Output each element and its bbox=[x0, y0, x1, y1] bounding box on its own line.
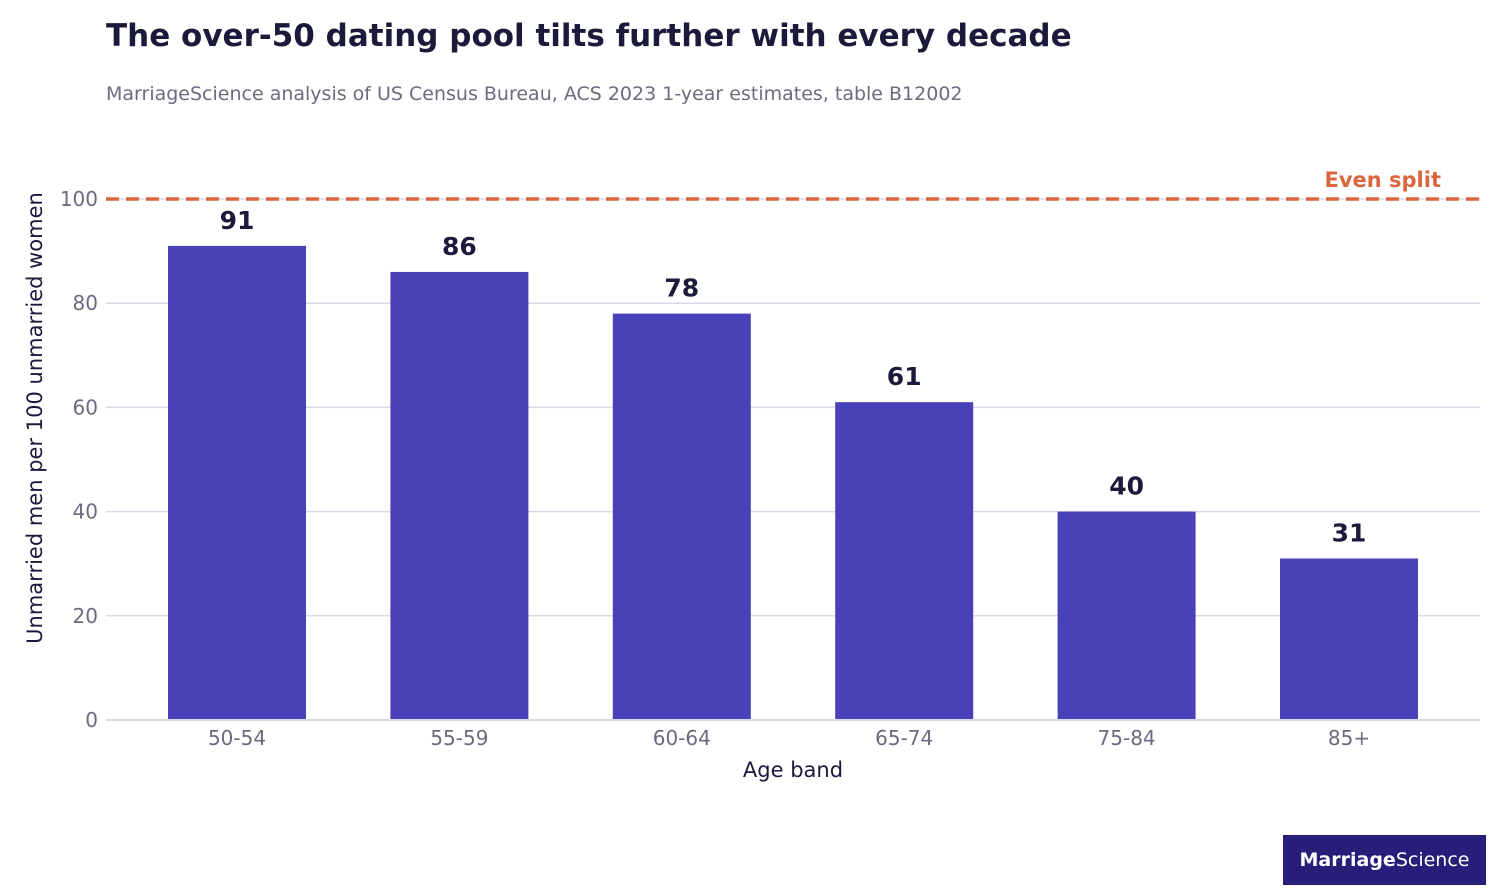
y-tick-label: 0 bbox=[85, 708, 98, 732]
x-tick-label: 75-84 bbox=[1098, 726, 1156, 750]
bar bbox=[1280, 558, 1418, 720]
bar bbox=[168, 245, 306, 720]
x-tick-label: 85+ bbox=[1328, 726, 1370, 750]
brand-logo-part1: Marriage bbox=[1299, 849, 1396, 871]
x-tick-label: 50-54 bbox=[208, 726, 266, 750]
x-axis-title: Age band bbox=[743, 758, 843, 782]
x-tick-label: 60-64 bbox=[653, 726, 711, 750]
data-label: 78 bbox=[664, 274, 699, 303]
data-label: 31 bbox=[1332, 518, 1367, 547]
y-tick-label: 100 bbox=[60, 187, 98, 211]
data-label: 86 bbox=[442, 232, 477, 261]
y-tick-label: 20 bbox=[73, 604, 98, 628]
bar bbox=[835, 402, 974, 720]
brand-logo-part2: Science bbox=[1395, 849, 1470, 871]
x-tick-label: 55-59 bbox=[430, 726, 488, 750]
y-tick-label: 80 bbox=[73, 291, 98, 315]
data-label: 61 bbox=[887, 362, 922, 391]
reference-line-label: Even split bbox=[1324, 168, 1441, 192]
data-label: 91 bbox=[220, 206, 255, 235]
bar bbox=[612, 313, 751, 720]
y-tick-label: 40 bbox=[73, 500, 98, 524]
bar bbox=[1057, 511, 1196, 720]
brand-logo: Marriage Science bbox=[1283, 835, 1486, 885]
bar bbox=[390, 271, 529, 720]
data-label: 40 bbox=[1109, 472, 1144, 501]
y-tick-label: 60 bbox=[73, 395, 98, 419]
chart-subtitle: MarriageScience analysis of US Census Bu… bbox=[106, 83, 963, 105]
chart-title: The over-50 dating pool tilts further wi… bbox=[106, 18, 1072, 54]
x-tick-label: 65-74 bbox=[875, 726, 933, 750]
y-axis-title: Unmarried men per 100 unmarried women bbox=[23, 192, 47, 644]
